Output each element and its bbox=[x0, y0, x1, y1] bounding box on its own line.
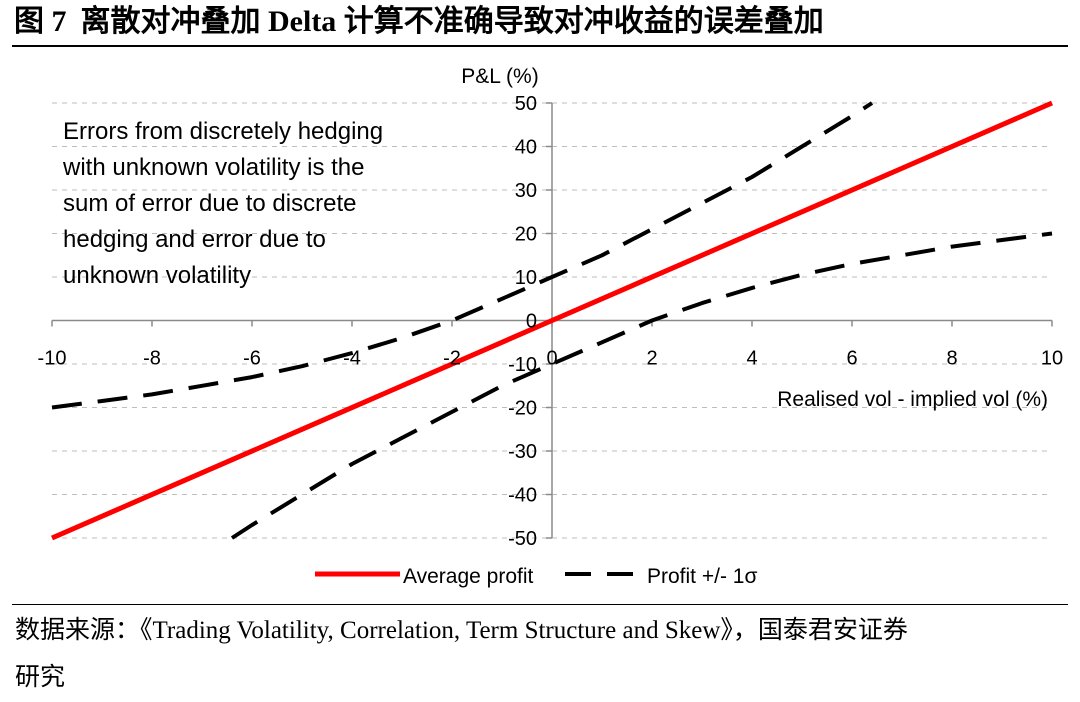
annotation-line: Errors from discretely hedging bbox=[63, 118, 383, 145]
series-layer bbox=[51, 100, 1053, 541]
figure-title: 图 7 离散对冲叠加 Delta 计算不准确导致对冲收益的误差叠加 bbox=[14, 3, 824, 41]
legend-label-profit-band: Profit +/- 1σ bbox=[647, 565, 757, 588]
x-tick-label: -6 bbox=[243, 348, 261, 370]
x-tick-label: 2 bbox=[646, 348, 657, 370]
title-divider bbox=[12, 45, 1068, 47]
x-tick-label: 10 bbox=[1041, 348, 1063, 370]
x-tick-label: 0 bbox=[546, 348, 557, 370]
annotation-line: sum of error due to discrete bbox=[63, 190, 356, 217]
y-tick-label: 0 bbox=[526, 311, 537, 333]
x-tick-label: -10 bbox=[38, 348, 67, 370]
series-profit-minus-1sigma-line bbox=[230, 231, 1053, 540]
y-tick-label: 30 bbox=[515, 180, 537, 202]
x-tick-label: -8 bbox=[143, 348, 161, 370]
y-tick-label: 20 bbox=[515, 224, 537, 246]
x-axis-title: Realised vol - implied vol (%) bbox=[777, 388, 1048, 411]
source-divider bbox=[12, 604, 1068, 605]
y-tick-label: -30 bbox=[508, 441, 537, 463]
annotation-line: with unknown volatility is the bbox=[62, 154, 364, 181]
y-axis-title: P&L (%) bbox=[461, 65, 538, 88]
annotation-line: hedging and error due to bbox=[63, 226, 326, 253]
y-tick-label: 50 bbox=[515, 93, 537, 115]
x-tick-label: -4 bbox=[343, 348, 361, 370]
y-tick-label: -40 bbox=[508, 485, 537, 507]
legend: Average profit Profit +/- 1σ bbox=[315, 565, 757, 588]
annotation-line: unknown volatility bbox=[63, 262, 251, 289]
y-tick-label: -10 bbox=[508, 354, 537, 376]
series-average-profit-line bbox=[51, 100, 1053, 541]
source-line: 研究 bbox=[15, 664, 66, 691]
annotation-box: Errors from discretely hedging with unkn… bbox=[62, 118, 383, 289]
x-tick-label: -2 bbox=[443, 348, 461, 370]
y-tick-label: -20 bbox=[508, 398, 537, 420]
series-profit-plus-1sigma-line bbox=[51, 101, 874, 410]
y-tick-label: 40 bbox=[515, 137, 537, 159]
x-tick-label: 8 bbox=[946, 348, 957, 370]
source-line: 数据来源：《Trading Volatility, Correlation, T… bbox=[15, 617, 908, 644]
figure-title-text: 离散对冲叠加 Delta 计算不准确导致对冲收益的误差叠加 bbox=[80, 5, 824, 38]
y-tick-label: 10 bbox=[515, 267, 537, 289]
x-tick-label: 4 bbox=[746, 348, 757, 370]
legend-label-average-profit: Average profit bbox=[403, 565, 534, 588]
x-tick-label: 6 bbox=[846, 348, 857, 370]
y-tick-label: -50 bbox=[508, 528, 537, 550]
figure-label: 图 7 bbox=[14, 5, 67, 38]
source-note: 数据来源：《Trading Volatility, Correlation, T… bbox=[15, 607, 1068, 701]
